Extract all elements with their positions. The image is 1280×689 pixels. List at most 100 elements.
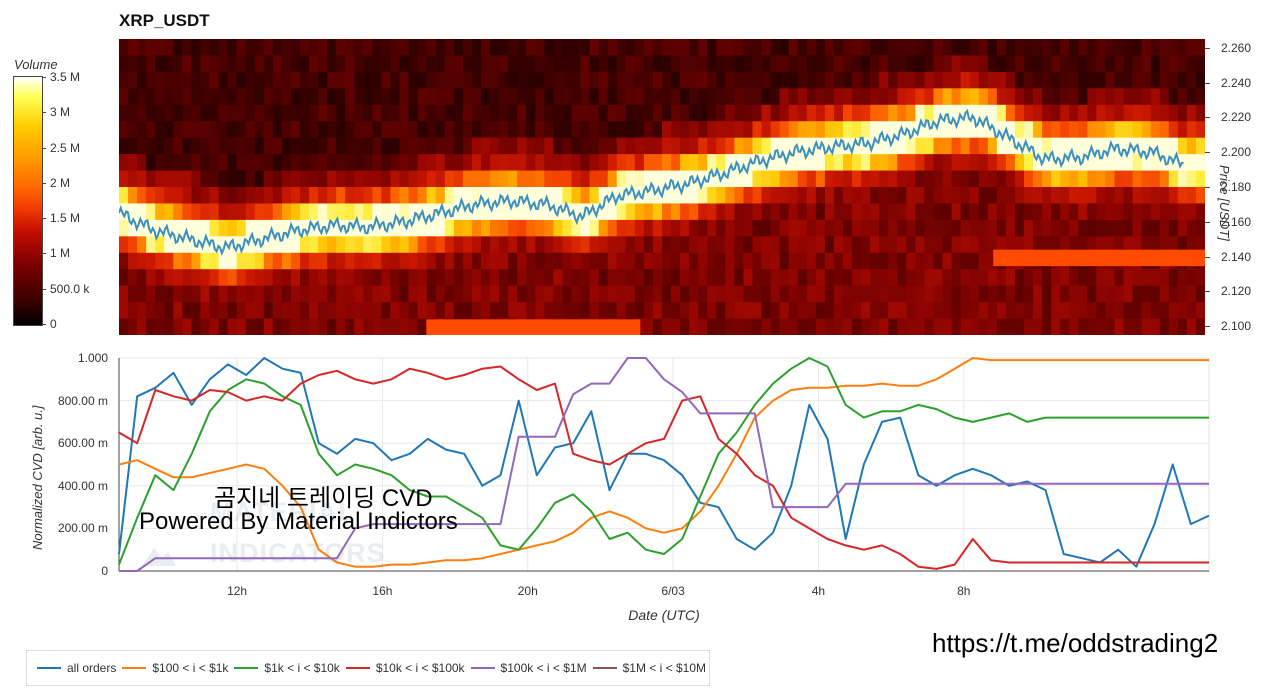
- heatmap-cell: [336, 187, 346, 205]
- heatmap-cell: [852, 318, 862, 335]
- heatmap-cell: [815, 203, 826, 221]
- heatmap-cell: [969, 39, 980, 57]
- legend-item[interactable]: $10k < i < $100k: [345, 661, 465, 675]
- heatmap-cell: [1005, 154, 1016, 172]
- cvd-line-chart: [118, 357, 1210, 572]
- heatmap-cell: [689, 285, 699, 303]
- heatmap-cell: [164, 187, 174, 205]
- heatmap-cell: [309, 236, 319, 254]
- heatmap-cell: [788, 285, 799, 303]
- heatmap-cell: [743, 219, 754, 237]
- heatmap-cell: [453, 302, 464, 320]
- cvd-y-tick-label: 600.00 m: [57, 436, 108, 451]
- heatmap-cell: [815, 104, 826, 122]
- heatmap-cell: [571, 55, 582, 73]
- heatmap-cell: [272, 236, 283, 254]
- heatmap-cell: [1024, 39, 1034, 57]
- heatmap-cell: [879, 137, 889, 155]
- heatmap-cell: [861, 88, 871, 106]
- heatmap-cell: [1024, 269, 1034, 287]
- heatmap-cell: [788, 219, 799, 237]
- heatmap-cell: [1096, 55, 1107, 73]
- heatmap-cell: [1159, 137, 1170, 155]
- legend-item[interactable]: $1M < i < $10M: [592, 661, 706, 675]
- heatmap-cell: [499, 71, 509, 89]
- heatmap-cell: [725, 219, 735, 237]
- heatmap-cell: [580, 55, 591, 73]
- legend-item[interactable]: $1k < i < $10k: [234, 661, 340, 675]
- heatmap-cell: [435, 170, 446, 188]
- telegram-link[interactable]: https://t.me/oddstrading2: [932, 628, 1219, 658]
- heatmap-cell: [607, 302, 618, 320]
- heatmap-cell: [1105, 269, 1116, 287]
- heatmap-cell: [671, 39, 681, 57]
- volume-colorbar: [13, 76, 43, 326]
- legend-item[interactable]: all orders: [37, 661, 116, 675]
- heatmap-cell: [906, 104, 916, 122]
- heatmap-cell: [671, 203, 681, 221]
- heatmap-cell: [245, 104, 256, 122]
- heatmap-cell: [381, 39, 392, 57]
- heatmap-cell: [562, 39, 573, 57]
- heatmap-cell: [182, 203, 192, 221]
- heatmap-cell: [399, 170, 410, 188]
- heatmap-cell: [327, 154, 337, 172]
- heatmap-cell: [417, 104, 428, 122]
- heatmap-cell: [1087, 39, 1097, 57]
- heatmap-cell: [553, 154, 564, 172]
- heatmap-cell: [200, 236, 211, 254]
- colorbar-tick: [42, 253, 46, 255]
- heatmap-cell: [761, 236, 772, 254]
- heatmap-cell: [969, 88, 980, 106]
- heatmap-cell: [209, 71, 220, 89]
- heatmap-cell: [490, 170, 500, 188]
- heatmap-cell: [435, 88, 446, 106]
- heatmap-cell: [843, 121, 853, 139]
- heatmap-cell: [833, 285, 844, 303]
- heatmap-cell: [652, 318, 663, 335]
- heatmap-cell: [1132, 219, 1143, 237]
- heatmap-cell: [191, 39, 202, 57]
- heatmap-cell: [182, 71, 192, 89]
- heatmap-cell: [553, 137, 564, 155]
- heatmap-cell: [752, 104, 763, 122]
- heatmap-cell: [698, 121, 708, 139]
- legend-item[interactable]: $100 < i < $1k: [122, 661, 228, 675]
- heatmap-cell: [453, 121, 464, 139]
- heatmap-cell: [263, 187, 274, 205]
- heatmap-cell: [471, 121, 482, 139]
- heatmap-cell: [209, 187, 220, 205]
- legend-item[interactable]: $100k < i < $1M: [470, 661, 587, 675]
- heatmap-cell: [300, 55, 310, 73]
- heatmap-cell: [164, 252, 174, 270]
- heatmap-cell: [399, 219, 410, 237]
- heatmap-cell: [137, 71, 147, 89]
- heatmap-cell: [1105, 39, 1116, 57]
- heatmap-cell: [137, 39, 147, 57]
- heatmap-cell: [471, 39, 482, 57]
- heatmap-cell: [707, 219, 717, 237]
- heatmap-cell: [182, 170, 192, 188]
- heatmap-cell: [734, 203, 745, 221]
- heatmap-cell: [499, 269, 509, 287]
- heatmap-cell: [1168, 187, 1179, 205]
- heatmap-cell: [345, 137, 355, 155]
- heatmap-cell: [119, 170, 129, 188]
- heatmap-cell: [843, 39, 853, 57]
- heatmap-cell: [770, 219, 781, 237]
- heatmap-cell: [517, 39, 527, 57]
- heatmap-cell: [1159, 203, 1170, 221]
- heatmap-cell: [680, 302, 690, 320]
- heatmap-cell: [164, 170, 174, 188]
- heatmap-cell: [535, 137, 545, 155]
- heatmap-cell: [680, 203, 690, 221]
- heatmap-cell: [290, 187, 301, 205]
- heatmap-cell: [137, 55, 147, 73]
- heatmap-cell: [1168, 219, 1179, 237]
- heatmap-cell: [381, 187, 392, 205]
- heatmap-cell: [1105, 219, 1116, 237]
- heatmap-cell: [680, 104, 690, 122]
- heatmap-cell: [1078, 71, 1088, 89]
- heatmap-cell: [1105, 285, 1116, 303]
- heatmap-cell: [734, 219, 745, 237]
